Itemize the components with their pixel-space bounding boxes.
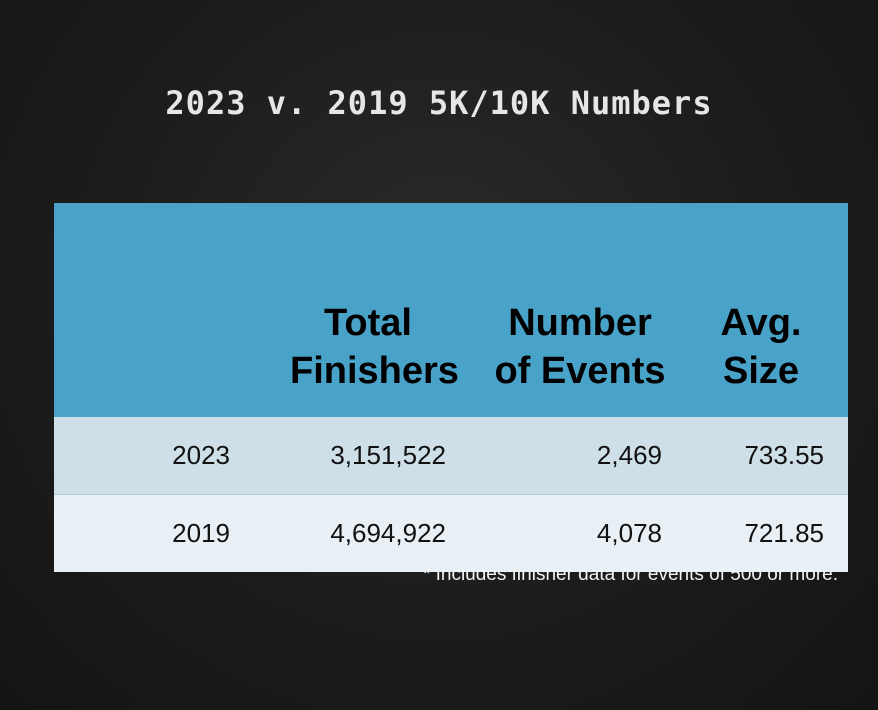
table-row: 2019 4,694,922 4,078 721.85	[54, 494, 848, 572]
table-header-row: Total Finishers Number of Events Avg. Si…	[54, 203, 848, 417]
header-empty	[54, 203, 230, 417]
row-number-of-events: 2,469	[446, 417, 684, 495]
row-year: 2023	[54, 417, 230, 495]
finishers-table: Total Finishers Number of Events Avg. Si…	[54, 203, 848, 572]
row-avg-size: 721.85	[684, 494, 848, 572]
row-total-finishers: 4,694,922	[230, 494, 446, 572]
row-total-finishers: 3,151,522	[230, 417, 446, 495]
footnote: * Includes finisher data for events of 5…	[422, 564, 838, 585]
row-number-of-events: 4,078	[446, 494, 684, 572]
slide-title: 2023 v. 2019 5K/10K Numbers	[165, 84, 713, 122]
header-number-of-events: Number of Events	[446, 203, 684, 417]
table-row: 2023 3,151,522 2,469 733.55	[54, 417, 848, 495]
header-avg-size: Avg. Size	[684, 203, 848, 417]
header-total-finishers: Total Finishers	[230, 203, 459, 417]
row-year: 2019	[54, 494, 230, 572]
row-avg-size: 733.55	[684, 417, 848, 495]
